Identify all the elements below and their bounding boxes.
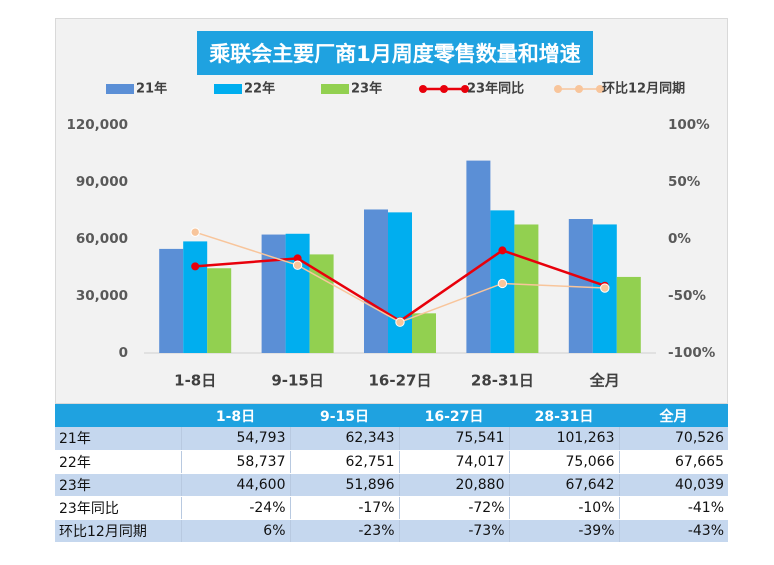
- table-header-cell: 全月: [619, 404, 728, 427]
- y-right-tick-label: 50%: [668, 174, 701, 190]
- chart-title: 乘联会主要厂商1月周度零售数量和增速: [197, 31, 593, 75]
- table-cell: -17%: [289, 496, 399, 520]
- table-header-cell: 16-27日: [399, 404, 509, 427]
- bar: [207, 268, 232, 353]
- table-row: 22年 58,737 62,751 74,017 75,066 67,665: [55, 450, 728, 474]
- table-header-row: 1-8日 9-15日 16-27日 28-31日 全月: [55, 404, 728, 427]
- legend-label: 23年: [351, 81, 382, 97]
- legend-marker: [554, 85, 562, 93]
- bar: [388, 212, 412, 353]
- bar: [261, 234, 286, 353]
- row-label: 23年: [55, 473, 181, 497]
- table-header-cell: 1-8日: [181, 404, 290, 427]
- x-tick-label: 28-31日: [471, 372, 534, 390]
- data-table: 1-8日 9-15日 16-27日 28-31日 全月 21年 54,793 6…: [55, 404, 728, 543]
- table-cell: 54,793: [180, 427, 290, 451]
- table-cell: 58,737: [180, 450, 290, 474]
- table-cell: -10%: [508, 496, 619, 520]
- legend-label: 环比12月同期: [602, 81, 685, 97]
- bar: [514, 224, 539, 353]
- table-header-cell: 28-31日: [509, 404, 619, 427]
- y-left-tick-label: 120,000: [67, 117, 129, 133]
- table-cell: 51,896: [289, 473, 399, 497]
- table-cell: 75,541: [398, 427, 509, 451]
- table-header-corner: [55, 404, 181, 427]
- legend-marker: [596, 85, 604, 93]
- bar: [616, 276, 641, 353]
- table-cell: 62,343: [289, 427, 399, 451]
- x-tick-label: 全月: [589, 372, 620, 390]
- x-tick-label: 16-27日: [369, 372, 432, 390]
- row-label: 22年: [55, 450, 181, 474]
- legend-marker: [575, 85, 583, 93]
- table-cell: 62,751: [289, 450, 399, 474]
- table-cell: -23%: [289, 519, 399, 543]
- line-point: [292, 260, 303, 270]
- table-cell: -39%: [508, 519, 619, 543]
- x-tick-label: 1-8日: [174, 372, 216, 390]
- y-right-tick-label: 100%: [668, 117, 710, 133]
- bar: [412, 313, 436, 353]
- table-cell: 70,526: [618, 427, 728, 451]
- table-row: 23年同比 -24% -17% -72% -10% -41%: [55, 496, 728, 520]
- y-right-tick-label: -100%: [668, 345, 716, 361]
- legend-label: 21年: [136, 81, 167, 97]
- line-point: [190, 227, 200, 237]
- y-left-tick-label: 0: [119, 345, 128, 361]
- legend-swatch: [214, 84, 242, 94]
- legend-marker: [419, 85, 427, 93]
- table-cell: 20,880: [398, 473, 509, 497]
- x-tick-label: 9-15日: [271, 372, 324, 390]
- legend-marker: [440, 85, 448, 93]
- line-point: [497, 278, 508, 289]
- y-left-tick-label: 90,000: [76, 174, 128, 190]
- legend-swatch: [106, 84, 134, 94]
- line-point: [600, 283, 610, 293]
- bar: [159, 248, 184, 353]
- legend-marker: [461, 85, 469, 93]
- bar: [183, 241, 208, 353]
- table-cell: 6%: [180, 519, 290, 543]
- table-cell: 40,039: [618, 473, 728, 497]
- table-cell: 75,066: [508, 450, 619, 474]
- table-row: 21年 54,793 62,343 75,541 101,263 70,526: [55, 427, 728, 451]
- chart-svg: 0 30,000 60,000 90,000 120,000 -100% -50% 0% 50%…: [67, 81, 716, 390]
- y-left-tick-label: 60,000: [76, 231, 128, 247]
- table-header-cell: 9-15日: [290, 404, 399, 427]
- table-cell: 44,600: [180, 473, 290, 497]
- line-point: [498, 246, 507, 255]
- bar: [285, 233, 310, 353]
- bar: [364, 209, 388, 353]
- legend-swatch: [321, 84, 349, 94]
- table-cell: -72%: [398, 496, 509, 520]
- legend-label: 22年: [244, 81, 275, 97]
- legend-label: 23年同比: [467, 81, 524, 97]
- row-label: 23年同比: [55, 496, 181, 520]
- table-cell: 67,665: [618, 450, 728, 474]
- row-label: 环比12月同期: [55, 519, 181, 543]
- table-cell: -41%: [618, 496, 728, 520]
- chart-panel: 0 30,000 60,000 90,000 120,000 -100% -50% 0% 50%…: [55, 18, 728, 404]
- line-point: [191, 262, 200, 271]
- y-right-tick-label: 0%: [668, 231, 691, 247]
- row-label: 21年: [55, 427, 181, 451]
- line-point: [293, 254, 302, 263]
- table-cell: -73%: [398, 519, 509, 543]
- table-row: 23年 44,600 51,896 20,880 67,642 40,039: [55, 473, 728, 497]
- table-cell: 101,263: [508, 427, 619, 451]
- bar: [466, 160, 491, 353]
- line-point: [395, 317, 405, 327]
- table-cell: -43%: [618, 519, 728, 543]
- y-right-tick-label: -50%: [668, 288, 706, 304]
- table-row: 环比12月同期 6% -23% -73% -39% -43%: [55, 519, 728, 543]
- y-left-tick-label: 30,000: [76, 288, 128, 304]
- table-cell: -24%: [180, 496, 290, 520]
- table-cell: 74,017: [398, 450, 509, 474]
- table-cell: 67,642: [508, 473, 619, 497]
- bar: [309, 254, 334, 353]
